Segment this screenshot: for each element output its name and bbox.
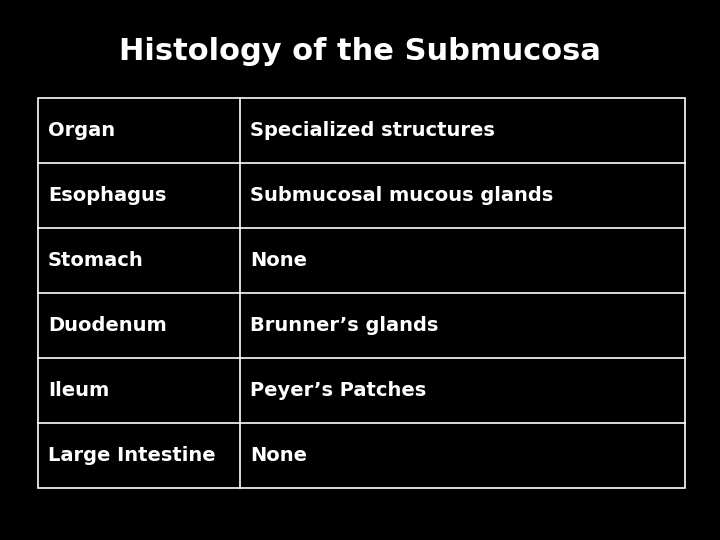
Text: Histology of the Submucosa: Histology of the Submucosa (119, 37, 601, 66)
Text: Large Intestine: Large Intestine (48, 446, 215, 465)
Text: Organ: Organ (48, 121, 115, 140)
Text: Peyer’s Patches: Peyer’s Patches (250, 381, 426, 400)
Text: Esophagus: Esophagus (48, 186, 166, 205)
Bar (38, 98, 685, 488)
Text: None: None (250, 446, 307, 465)
Text: Ileum: Ileum (48, 381, 109, 400)
Text: None: None (250, 251, 307, 270)
Text: Duodenum: Duodenum (48, 316, 167, 335)
Text: Specialized structures: Specialized structures (250, 121, 495, 140)
Text: Submucosal mucous glands: Submucosal mucous glands (250, 186, 553, 205)
Text: Brunner’s glands: Brunner’s glands (250, 316, 438, 335)
Text: Stomach: Stomach (48, 251, 144, 270)
